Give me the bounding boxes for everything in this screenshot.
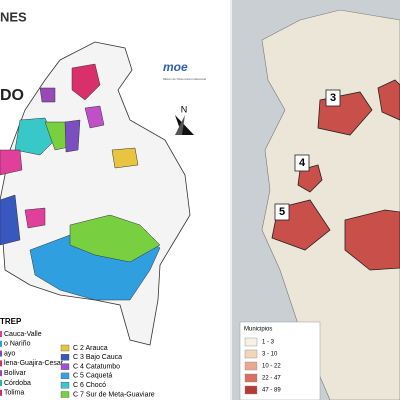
title: NES: [0, 9, 27, 24]
subtitle: DO: [0, 87, 24, 104]
legend-label: 10 - 22: [262, 364, 281, 370]
legend-label: lena-Guajira-Cesar: [4, 360, 64, 367]
zone: [377, 79, 400, 121]
legend-swatch: [0, 331, 2, 337]
region: [71, 63, 101, 101]
logo-caption: Misión de Observación Electoral: [163, 77, 206, 81]
legend-label: C 2 Arauca: [73, 345, 108, 352]
legend-swatch: [244, 373, 258, 383]
divider: [230, 0, 232, 400]
legend-label: C 5 Caquetá: [73, 373, 112, 380]
zone: [297, 164, 323, 193]
north-arrow: [175, 115, 185, 135]
legend-label: o Nariño: [4, 341, 31, 348]
region: [24, 207, 46, 229]
legend-title: Municipios: [244, 327, 272, 333]
zone-label: 3: [330, 92, 336, 104]
legend-swatch: [0, 380, 2, 386]
legend-swatch: [60, 382, 70, 389]
legend-swatch: [60, 391, 70, 398]
legend-label: 1 - 3: [262, 340, 275, 346]
legend-label: Cauca-Valle: [4, 331, 42, 338]
legend-label: C 6 Chocó: [73, 382, 106, 389]
legend-swatch: [0, 350, 2, 357]
zone-label-box: [294, 154, 310, 172]
legend-label: Córdoba: [4, 380, 31, 387]
legend-label: Bolívar: [4, 370, 26, 377]
legend-title: TREP: [0, 317, 22, 326]
legend-label: 3 - 10: [262, 352, 278, 358]
legend-label: ayo: [4, 350, 15, 357]
region: [111, 147, 139, 169]
legend-label: Tolima: [4, 390, 24, 397]
legend-swatch: [0, 389, 2, 396]
logo: moe: [163, 60, 188, 74]
region: [0, 149, 23, 176]
legend-swatch: [244, 337, 258, 347]
legend-swatch: [244, 385, 258, 395]
region: [64, 119, 81, 153]
legend-swatch: [60, 372, 70, 380]
zone-label: 4: [299, 157, 306, 169]
zone-label-box: [274, 203, 290, 221]
legend-label: 47 - 89: [262, 388, 281, 394]
legend-swatch: [0, 370, 2, 377]
zone-label: 5: [279, 206, 285, 218]
legend-label: C 3 Bajo Cauca: [73, 354, 122, 361]
legend-swatch: [244, 361, 258, 371]
legend-swatch: [60, 344, 70, 352]
legend-label: 22 - 47: [262, 376, 281, 382]
north-label: N: [181, 104, 188, 114]
region: [14, 117, 56, 156]
legend-swatch: [0, 360, 2, 367]
north-arrow: [175, 115, 194, 135]
legend-label: C 7 Sur de Meta-Guaviare: [73, 391, 155, 398]
zone-label-box: [325, 89, 341, 107]
legend-swatch: [60, 354, 70, 361]
legend-swatch: [244, 349, 258, 359]
region: [0, 194, 21, 246]
region: [84, 105, 105, 129]
zone: [344, 209, 400, 271]
legend-label: C 4 Catatumbo: [73, 363, 120, 370]
legend-swatch: [60, 363, 70, 370]
legend-swatch: [0, 340, 2, 347]
region: [39, 87, 56, 103]
region: [69, 214, 161, 263]
